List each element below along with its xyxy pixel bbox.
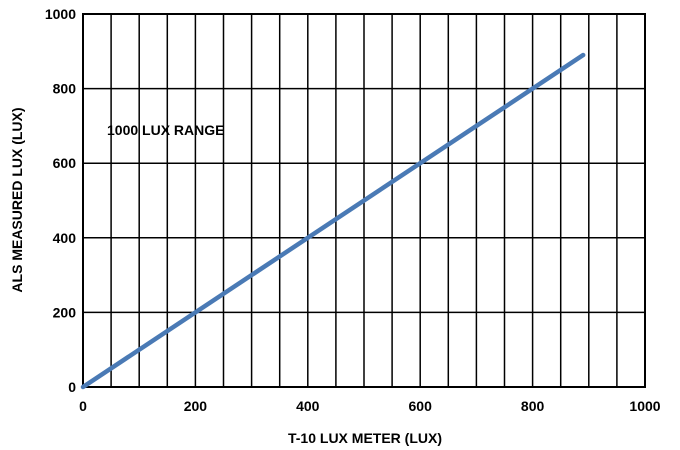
x-tick-label: 200 [184, 398, 208, 414]
y-axis-ticks: 0 200 400 600 800 1000 [45, 6, 76, 395]
y-tick-label: 0 [68, 379, 76, 395]
y-axis-title: ALS MEASURED LUX (LUX) [9, 107, 25, 292]
range-annotation: 1000 LUX RANGE [107, 122, 224, 138]
x-tick-label: 1000 [629, 398, 660, 414]
y-tick-label: 200 [53, 304, 77, 320]
x-tick-label: 800 [521, 398, 545, 414]
y-tick-label: 600 [53, 155, 77, 171]
x-tick-label: 600 [409, 398, 433, 414]
series-group [83, 55, 583, 387]
y-tick-label: 800 [53, 81, 77, 97]
series-line [83, 55, 583, 387]
y-tick-label: 1000 [45, 6, 76, 22]
x-axis-title: T-10 LUX METER (LUX) [288, 430, 442, 446]
x-tick-label: 400 [296, 398, 320, 414]
x-axis-ticks: 0 200 400 600 800 1000 [79, 398, 661, 414]
x-tick-label: 0 [79, 398, 87, 414]
y-tick-label: 400 [53, 230, 77, 246]
